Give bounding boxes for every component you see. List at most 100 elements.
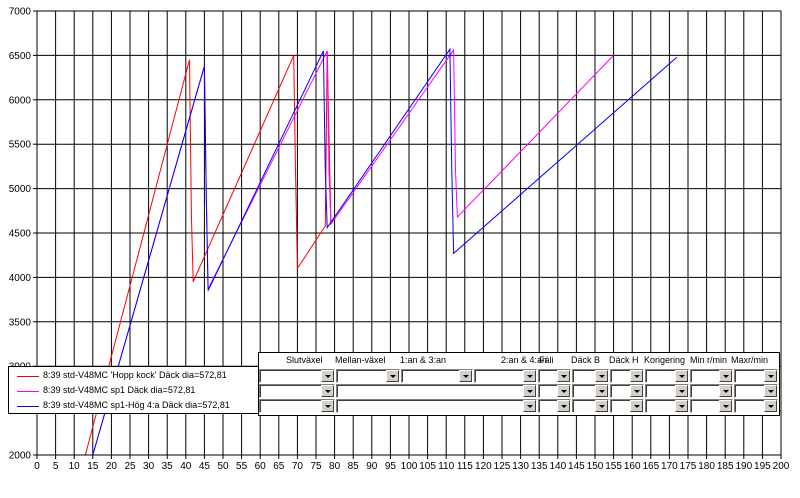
y-tick-label: 2000 xyxy=(9,451,32,462)
dack-h-dropdown-3[interactable] xyxy=(610,399,644,413)
slutvaxel-dropdown-1[interactable] xyxy=(259,369,335,383)
chevron-down-icon[interactable] xyxy=(719,400,732,412)
x-tick-label: 145 xyxy=(568,461,585,472)
gear-control-panel: Slutväxel Mellan-växel 1:an & 3:an 2:an … xyxy=(258,352,780,416)
legend-entry-1: 8:39 std-V48MC 'Hopp kock' Däck dia=572,… xyxy=(9,369,259,383)
chevron-down-icon[interactable] xyxy=(764,400,777,412)
x-tick-label: 140 xyxy=(549,461,566,472)
chevron-down-icon[interactable] xyxy=(523,370,536,382)
chevron-down-icon[interactable] xyxy=(719,385,732,397)
x-tick-label: 110 xyxy=(438,461,454,472)
chevron-down-icon[interactable] xyxy=(630,370,643,382)
header-gear-2-4: 2:an & 4:an xyxy=(501,355,548,365)
gear-dropdown-2[interactable] xyxy=(336,384,537,398)
chevron-down-icon[interactable] xyxy=(719,370,732,382)
x-tick-label: 125 xyxy=(494,461,511,472)
korigering-dropdown-2[interactable] xyxy=(645,384,689,398)
chevron-down-icon[interactable] xyxy=(630,385,643,397)
chevron-down-icon[interactable] xyxy=(675,370,688,382)
chevron-down-icon[interactable] xyxy=(321,385,334,397)
legend-entry-3: 8:39 std-V48MC sp1-Hög 4:a Däck dia=572,… xyxy=(9,399,259,413)
gear-2-4-dropdown-1[interactable] xyxy=(474,369,537,383)
mellanvaxel-dropdown-1[interactable] xyxy=(336,369,400,383)
chevron-down-icon[interactable] xyxy=(321,400,334,412)
header-max-rpm: Maxr/min xyxy=(731,355,769,365)
x-tick-label: 135 xyxy=(531,461,548,472)
x-tick-label: 5 xyxy=(53,461,59,472)
x-tick-label: 130 xyxy=(512,461,529,472)
chevron-down-icon[interactable] xyxy=(675,385,688,397)
series-row-2 xyxy=(259,384,779,399)
x-tick-label: 120 xyxy=(475,461,492,472)
dack-h-dropdown-1[interactable] xyxy=(610,369,644,383)
korigering-dropdown-1[interactable] xyxy=(645,369,689,383)
chevron-down-icon[interactable] xyxy=(764,370,777,382)
dack-h-dropdown-2[interactable] xyxy=(610,384,644,398)
x-tick-label: 100 xyxy=(401,461,418,472)
x-tick-label: 65 xyxy=(273,461,285,472)
slutvaxel-dropdown-3[interactable] xyxy=(259,399,335,413)
min-rpm-dropdown-2[interactable] xyxy=(690,384,733,398)
x-tick-label: 150 xyxy=(587,461,604,472)
chevron-down-icon[interactable] xyxy=(764,385,777,397)
dack-b-dropdown-3[interactable] xyxy=(572,399,609,413)
chevron-down-icon[interactable] xyxy=(595,385,608,397)
chevron-down-icon[interactable] xyxy=(557,385,570,397)
chevron-down-icon[interactable] xyxy=(386,370,399,382)
x-tick-label: 85 xyxy=(348,461,360,472)
header-mellanvaxel: Mellan-växel xyxy=(335,355,386,365)
dack-b-dropdown-2[interactable] xyxy=(572,384,609,398)
x-tick-label: 155 xyxy=(605,461,622,472)
fali-dropdown-3[interactable] xyxy=(538,399,571,413)
y-tick-label: 6000 xyxy=(9,95,32,106)
x-tick-label: 25 xyxy=(124,461,136,472)
chevron-down-icon[interactable] xyxy=(675,400,688,412)
min-rpm-dropdown-3[interactable] xyxy=(690,399,733,413)
y-tick-label: 5500 xyxy=(9,140,32,151)
dack-b-dropdown-1[interactable] xyxy=(572,369,609,383)
x-tick-label: 185 xyxy=(717,461,734,472)
legend-line-red xyxy=(17,376,39,377)
x-tick-label: 40 xyxy=(180,461,192,472)
slutvaxel-dropdown-2[interactable] xyxy=(259,384,335,398)
chevron-down-icon[interactable] xyxy=(595,400,608,412)
y-tick-label: 3500 xyxy=(9,317,32,328)
max-rpm-dropdown-3[interactable] xyxy=(734,399,778,413)
fali-dropdown-2[interactable] xyxy=(538,384,571,398)
chevron-down-icon[interactable] xyxy=(523,400,536,412)
fali-dropdown-1[interactable] xyxy=(538,369,571,383)
min-rpm-dropdown-1[interactable] xyxy=(690,369,733,383)
x-tick-label: 0 xyxy=(34,461,40,472)
series-line-blue xyxy=(92,47,678,456)
header-min-rpm: Min r/min xyxy=(690,355,728,365)
chevron-down-icon[interactable] xyxy=(557,400,570,412)
plot-frame xyxy=(36,10,782,456)
x-tick-label: 30 xyxy=(143,461,155,472)
header-korigering: Korigering xyxy=(644,355,686,365)
series-group xyxy=(84,47,678,456)
chevron-down-icon[interactable] xyxy=(557,370,570,382)
x-tick-label: 75 xyxy=(310,461,322,472)
y-tick-label: 4000 xyxy=(9,273,32,284)
gear-1-3-dropdown-1[interactable] xyxy=(401,369,473,383)
header-gear-1-3: 1:an & 3:an xyxy=(400,355,447,365)
chevron-down-icon[interactable] xyxy=(523,385,536,397)
legend-line-blue xyxy=(17,406,39,407)
chevron-down-icon[interactable] xyxy=(595,370,608,382)
x-tick-label: 70 xyxy=(292,461,304,472)
chevron-down-icon[interactable] xyxy=(459,370,472,382)
max-rpm-dropdown-1[interactable] xyxy=(734,369,778,383)
chevron-down-icon[interactable] xyxy=(630,400,643,412)
axes xyxy=(33,10,782,459)
gear-dropdown-3[interactable] xyxy=(336,399,537,413)
chevron-down-icon[interactable] xyxy=(321,370,334,382)
x-tick-label: 10 xyxy=(69,461,81,472)
x-tick-label: 90 xyxy=(366,461,378,472)
header-dack-b: Däck B xyxy=(571,355,601,365)
series-line-red xyxy=(84,50,332,456)
legend-line-magenta xyxy=(17,391,39,392)
korigering-dropdown-3[interactable] xyxy=(645,399,689,413)
y-tick-label: 6500 xyxy=(9,51,32,62)
max-rpm-dropdown-2[interactable] xyxy=(734,384,778,398)
x-tick-label: 55 xyxy=(236,461,248,472)
